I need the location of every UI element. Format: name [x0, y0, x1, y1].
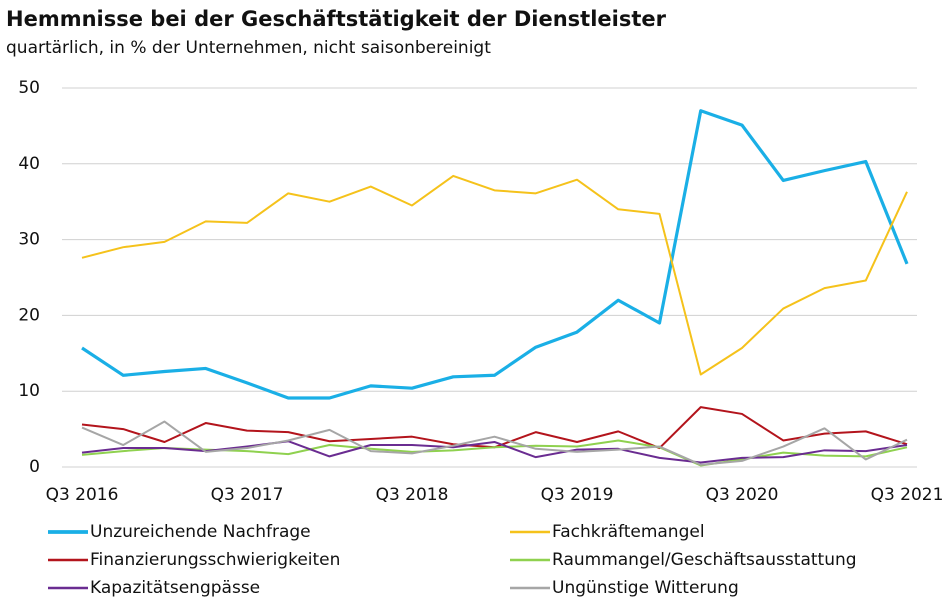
y-tick-label: 0 — [29, 457, 40, 477]
x-tick-label: Q3 2021 — [871, 485, 944, 505]
x-tick-label: Q3 2020 — [706, 485, 779, 505]
chart-title: Hemmnisse bei der Geschäftstätigkeit der… — [6, 7, 667, 31]
chart-subtitle: quartärlich, in % der Unternehmen, nicht… — [6, 38, 491, 58]
x-tick-label: Q3 2019 — [541, 485, 614, 505]
line-series — [81, 439, 908, 467]
line-series — [81, 174, 908, 376]
line-series — [81, 109, 909, 400]
legend-label: Unzureichende Nachfrage — [90, 522, 311, 542]
line-series — [81, 420, 908, 466]
x-tick-label: Q3 2018 — [376, 485, 449, 505]
y-tick-label: 30 — [18, 230, 40, 250]
y-tick-label: 10 — [18, 381, 40, 401]
legend-label: Fachkräftemangel — [552, 522, 705, 542]
x-tick-label: Q3 2016 — [46, 485, 119, 505]
legend-label: Finanzierungsschwierigkeiten — [90, 550, 340, 570]
legend-label: Ungünstige Witterung — [552, 578, 739, 598]
legend-label: Raummangel/Geschäftsausstattung — [552, 550, 857, 570]
line-series — [81, 440, 908, 464]
y-tick-label: 20 — [18, 305, 40, 325]
x-tick-label: Q3 2017 — [211, 485, 284, 505]
y-tick-label: 50 — [18, 78, 40, 98]
y-tick-label: 40 — [18, 154, 40, 174]
legend-label: Kapazitätsengpässe — [90, 578, 260, 598]
